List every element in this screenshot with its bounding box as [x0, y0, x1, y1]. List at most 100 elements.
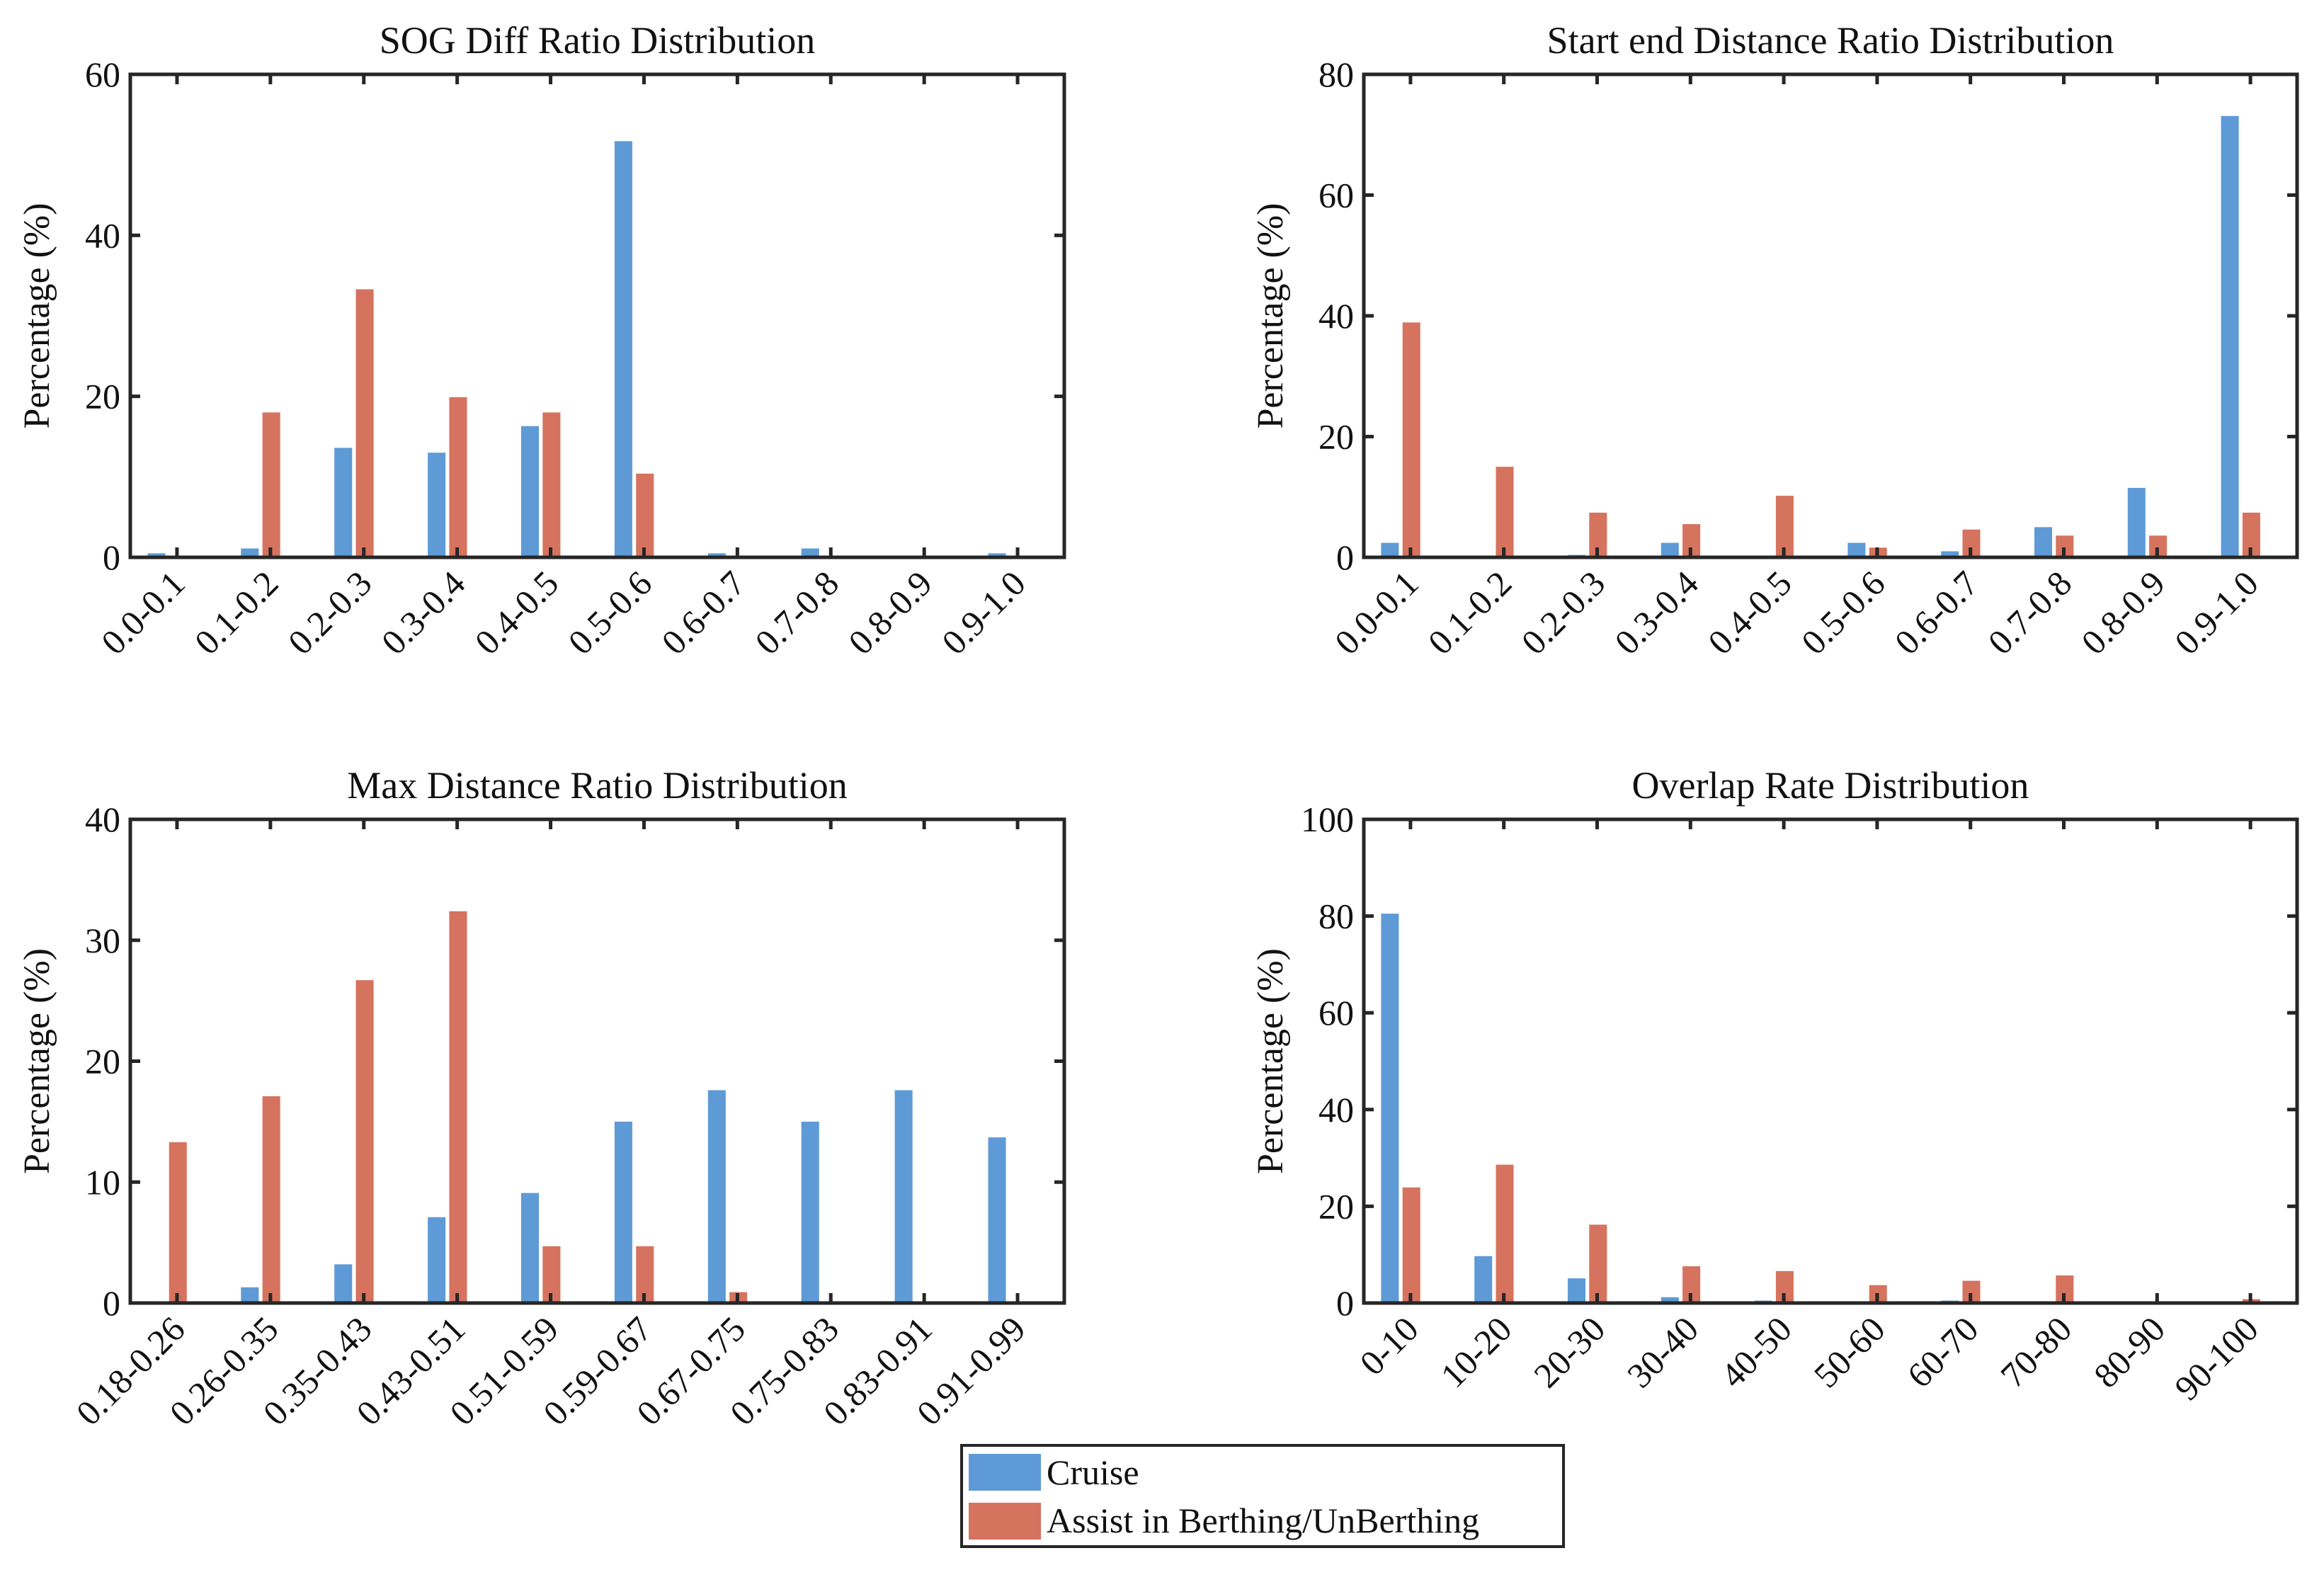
legend-box	[960, 1444, 1565, 1548]
bar-assist	[1496, 467, 1514, 557]
x-tick-label: 30-40	[1619, 1309, 1706, 1395]
x-tick-label: 0.5-0.6	[560, 563, 659, 662]
bar-cruise	[1567, 1278, 1586, 1303]
bar-cruise	[988, 1137, 1006, 1303]
bar-assist	[636, 473, 654, 557]
y-tick-label: 0	[1336, 537, 1354, 577]
y-tick-label: 60	[1318, 993, 1354, 1033]
x-tick-label: 0.3-0.4	[1607, 563, 1706, 662]
y-tick-label: 40	[85, 215, 120, 255]
chart-title: Overlap Rate Distribution	[1632, 764, 2029, 807]
bar-cruise	[1661, 1297, 1679, 1303]
x-tick-label: 70-80	[1993, 1309, 2079, 1395]
bar-cruise	[1381, 914, 1399, 1303]
axes-box	[128, 72, 1066, 559]
x-tick-label: 0.2-0.3	[1514, 563, 1613, 662]
bar-cruise	[241, 1287, 259, 1303]
bar-cruise	[147, 553, 166, 557]
bar-cruise	[2221, 115, 2239, 557]
y-axis-label: Percentage (%)	[17, 948, 57, 1174]
legend-swatch-assist	[969, 1503, 1041, 1540]
y-tick-label: 60	[1318, 176, 1354, 215]
y-tick-label: 80	[1318, 55, 1354, 94]
y-tick-label: 100	[1301, 800, 1354, 839]
bar-assist	[262, 1096, 280, 1303]
bar-assist	[449, 397, 467, 557]
y-tick-label: 20	[1318, 417, 1354, 457]
chart-title: Max Distance Ratio Distribution	[347, 764, 847, 807]
x-tick-label: 0.0-0.1	[1327, 563, 1426, 662]
bar-cruise	[1847, 542, 1866, 557]
bar-cruise	[428, 453, 446, 557]
x-tick-label: 0.5-0.6	[1794, 563, 1893, 662]
bar-cruise	[707, 1090, 726, 1303]
x-tick-label: 40-50	[1713, 1309, 1799, 1395]
bar-assist	[542, 412, 561, 557]
bar-assist	[1402, 1187, 1420, 1303]
bar-assist	[1775, 496, 1794, 557]
x-tick-label: 0.6-0.7	[654, 563, 753, 662]
bar-cruise	[614, 1121, 632, 1303]
y-tick-label: 0	[103, 1283, 120, 1323]
y-tick-label: 0	[103, 537, 120, 577]
axes-box	[1362, 817, 2299, 1305]
y-axis-label: Percentage (%)	[17, 203, 57, 428]
chart-2: 0 20 40 60 80 0.0-0.10.1-0.20.2-0.30.3-0.40.4…	[1251, 19, 2299, 662]
legend-label-assist: Assist in Berthing/UnBerthing	[1047, 1501, 1479, 1540]
legend-swatch-cruise	[969, 1454, 1041, 1491]
x-tick-label: 0.9-1.0	[934, 563, 1033, 662]
x-tick-label: 0.8-0.9	[2073, 563, 2172, 662]
bar-cruise	[428, 1217, 446, 1303]
bar-cruise	[801, 1121, 819, 1303]
bar-assist	[169, 1142, 187, 1303]
bar-cruise	[521, 1193, 540, 1303]
y-tick-label: 60	[85, 55, 120, 94]
y-tick-label: 20	[85, 1042, 120, 1081]
x-tick-label: 0.0-0.1	[93, 563, 193, 662]
chart-1: 0 20 40 60 0.0-0.10.1-0.20.2-0.30.3-0.40.4-0…	[17, 19, 1066, 662]
x-tick-label: 20-30	[1526, 1309, 1612, 1395]
x-tick-label: 0.1-0.2	[187, 563, 286, 662]
x-tick-label: 90-100	[2167, 1309, 2266, 1408]
y-tick-label: 20	[1318, 1186, 1354, 1226]
chart-4: 0 20 40 60 80 100 0-10 10-20 20-30 30-40 40-50 50-6…	[1251, 764, 2299, 1408]
x-tick-label: 80-90	[2086, 1309, 2172, 1395]
x-tick-label: 0.1-0.2	[1420, 563, 1520, 662]
bar-cruise	[241, 548, 259, 557]
x-tick-label: 0.4-0.5	[467, 563, 566, 662]
y-tick-label: 40	[85, 800, 120, 839]
x-tick-label: 50-60	[1806, 1309, 1893, 1395]
bar-cruise	[334, 1264, 353, 1303]
bar-cruise	[707, 553, 726, 557]
bar-assist	[1402, 322, 1420, 557]
bar-cruise	[988, 553, 1006, 557]
y-tick-label: 80	[1318, 897, 1354, 936]
bar-cruise	[2127, 487, 2146, 557]
y-tick-label: 40	[1318, 296, 1354, 336]
y-axis-label: Percentage (%)	[1251, 948, 1291, 1174]
bar-cruise	[614, 141, 632, 558]
x-tick-label: 0.3-0.4	[374, 563, 473, 662]
x-tick-label: 10-20	[1432, 1309, 1519, 1395]
x-tick-label: 0.2-0.3	[280, 563, 380, 662]
chart-3: 0102030400.18-0.260.26-0.350.35-0.430.43…	[17, 764, 1066, 1433]
x-tick-label: 0.7-0.8	[747, 563, 846, 662]
bar-assist	[355, 289, 374, 557]
x-tick-label: 0.7-0.8	[1981, 563, 2080, 662]
legend-label-cruise: Cruise	[1047, 1452, 1139, 1492]
bar-cruise	[1381, 542, 1399, 557]
legend: Cruise Assist in Berthing/UnBerthing	[960, 1444, 1565, 1548]
bar-cruise	[2034, 527, 2053, 557]
x-tick-label: 0-10	[1352, 1309, 1425, 1382]
bar-assist	[262, 412, 280, 557]
y-tick-label: 40	[1318, 1090, 1354, 1130]
chart-title: Start end Distance Ratio Distribution	[1547, 19, 2114, 62]
bar-assist	[1496, 1164, 1514, 1303]
bar-cruise	[801, 548, 819, 557]
bar-assist	[355, 980, 374, 1303]
y-axis-label: Percentage (%)	[1251, 203, 1291, 428]
x-tick-label: 60-70	[1899, 1309, 1986, 1395]
bar-cruise	[1941, 551, 1959, 557]
bar-cruise	[334, 448, 353, 557]
